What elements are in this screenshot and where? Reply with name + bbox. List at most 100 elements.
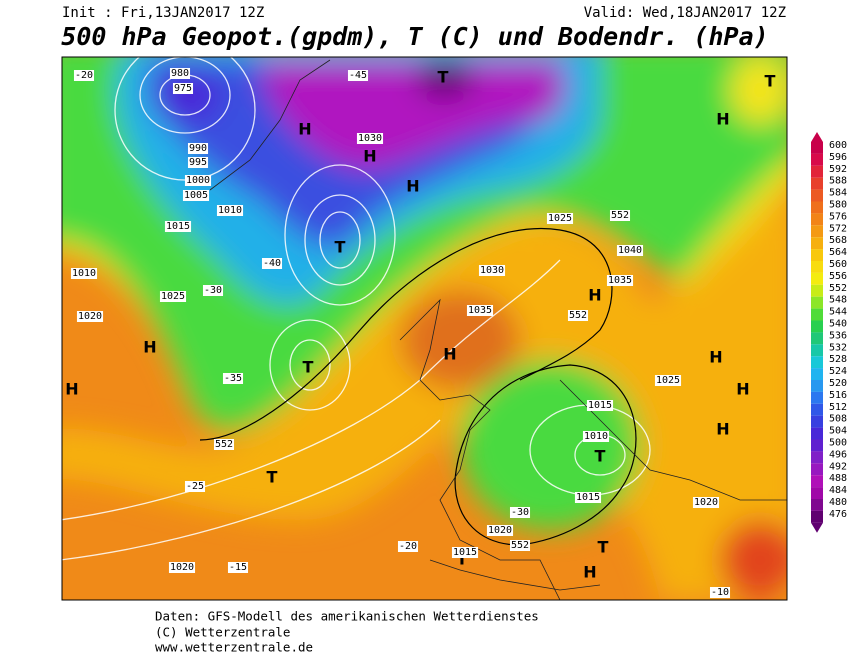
legend-swatch [811, 308, 823, 321]
legend-label: 548 [829, 295, 847, 306]
pressure-center: H [736, 380, 749, 399]
legend-label: 584 [829, 188, 847, 199]
legend-swatch [811, 177, 823, 190]
label-box [509, 540, 531, 551]
label-box [709, 587, 731, 598]
footer-source: Daten: GFS-Modell des amerikanischen Wet… [155, 609, 539, 624]
label-box [159, 291, 187, 302]
contour-label: -15 [229, 562, 247, 573]
label-box [184, 175, 212, 186]
pressure-center: T [765, 72, 776, 91]
legend-cap [811, 132, 823, 142]
pressure-center: H [65, 380, 78, 399]
legend-label: 516 [829, 390, 847, 401]
label-box [586, 400, 614, 411]
label-box [70, 268, 98, 279]
contour-label: 1015 [576, 492, 600, 503]
legend-swatch [811, 272, 823, 285]
label-box [164, 221, 192, 232]
contour-label: 1030 [480, 265, 504, 276]
label-box [582, 431, 610, 442]
map-field: HHHHHHHHHHHHTTTTTTTT98097599099510001005… [62, 57, 787, 600]
contour-label: 1030 [358, 133, 382, 144]
label-box [397, 541, 419, 552]
legend-label: 576 [829, 211, 847, 222]
label-box [692, 497, 720, 508]
label-box [169, 68, 191, 79]
init-time: Init : Fri,13JAN2017 12Z [62, 5, 264, 21]
label-box [356, 133, 384, 144]
map-title: 500 hPa Geopot.(gpdm), T (C) und Bodendr… [61, 22, 768, 51]
label-box [574, 492, 602, 503]
contour-label: 975 [174, 83, 192, 94]
legend-label: 600 [829, 140, 847, 151]
contour-label: 552 [569, 310, 587, 321]
footer-url: www.wetterzentrale.de [155, 640, 313, 655]
legend-swatch [811, 391, 823, 404]
legend-swatch [811, 249, 823, 261]
legend: 6005965925885845805765725685645605565525… [811, 132, 847, 533]
contour-label: 552 [611, 210, 629, 221]
legend-swatch [811, 415, 823, 428]
legend-swatch [811, 403, 823, 416]
legend-label: 552 [829, 283, 847, 294]
map-frame [61, 56, 788, 601]
legend-label: 564 [829, 247, 847, 258]
legend-label: 484 [829, 485, 847, 496]
contour-label: -30 [204, 285, 222, 296]
legend-label: 556 [829, 271, 847, 282]
pressure-center: T [303, 358, 314, 377]
legend-label: 488 [829, 473, 847, 484]
legend-label: 524 [829, 366, 847, 377]
legend-label: 512 [829, 402, 847, 413]
legend-swatch [811, 165, 823, 178]
contour-label: 1015 [453, 547, 477, 558]
legend-label: 508 [829, 414, 847, 425]
contour-label: -25 [186, 481, 204, 492]
legend-label: 568 [829, 235, 847, 246]
legend-label: 572 [829, 223, 847, 234]
pressure-center: T [595, 447, 606, 466]
label-box [187, 143, 209, 154]
pressure-center: T [438, 68, 449, 87]
pressure-center: T [598, 538, 609, 557]
legend-label: 596 [829, 152, 847, 163]
label-box [216, 205, 244, 216]
contour-label: 1040 [618, 245, 642, 256]
valid-time: Valid: Wed,18JAN2017 12Z [584, 5, 786, 21]
contour-label: 1025 [656, 375, 680, 386]
legend-cap [811, 522, 823, 533]
pressure-center: T [267, 468, 278, 487]
label-box [172, 83, 194, 94]
contour-label: -45 [349, 70, 367, 81]
legend-label: 476 [829, 509, 847, 520]
pressure-center: H [588, 286, 601, 305]
legend-swatch [811, 320, 823, 333]
legend-swatch [811, 296, 823, 309]
pressure-center: H [143, 338, 156, 357]
legend-label: 560 [829, 259, 847, 270]
legend-swatch [811, 380, 823, 392]
contour-label: 1035 [468, 305, 492, 316]
label-box [451, 547, 479, 558]
legend-label: 528 [829, 354, 847, 365]
label-box [478, 265, 506, 276]
contour-label: 1015 [166, 221, 190, 232]
contour-label: 1020 [170, 562, 194, 573]
label-box [654, 375, 682, 386]
contour-label: 1005 [184, 190, 208, 201]
contour-label: 1020 [78, 311, 102, 322]
legend-swatch [811, 344, 823, 357]
footer-copyright: (C) Wetterzentrale [155, 625, 290, 640]
legend-swatch [811, 451, 823, 464]
legend-label: 544 [829, 307, 847, 318]
legend-swatch [811, 510, 823, 523]
legend-swatch [811, 487, 823, 499]
contour-label: 552 [215, 439, 233, 450]
legend-swatch [811, 284, 823, 297]
contour-label: 980 [171, 68, 189, 79]
legend-swatch [811, 463, 823, 476]
legend-swatch [811, 213, 823, 226]
label-box [261, 258, 283, 269]
